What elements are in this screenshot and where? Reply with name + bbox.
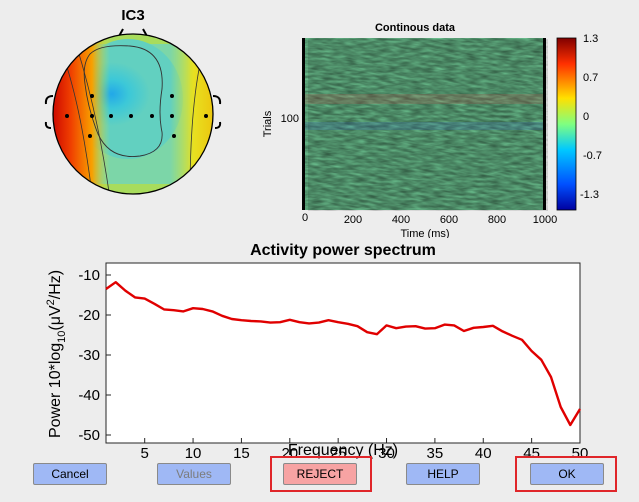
y-tick-label: -40 bbox=[78, 387, 100, 404]
y-axis-label: Power 10*log10(μV2/Hz) bbox=[45, 270, 68, 438]
erp-xtick: 400 bbox=[392, 214, 410, 226]
topo-map: IC3 bbox=[44, 7, 222, 195]
y-tick-label: -50 bbox=[78, 427, 100, 444]
plot-area bbox=[105, 262, 581, 444]
help-button[interactable]: HELP bbox=[406, 463, 480, 485]
left-ear bbox=[44, 95, 54, 129]
ylabel-end: /Hz) bbox=[47, 270, 64, 299]
contour-line bbox=[83, 45, 163, 157]
erp-ylabel: Trials bbox=[262, 110, 274, 137]
values-button: Values bbox=[157, 463, 231, 485]
spectrum-line bbox=[105, 281, 582, 427]
x-tick-label: 10 bbox=[185, 445, 202, 460]
y-tick-label: -10 bbox=[78, 267, 100, 284]
x-tick-label: 40 bbox=[475, 445, 492, 460]
y-tick-label: -20 bbox=[78, 307, 100, 324]
head-outline bbox=[52, 33, 214, 195]
right-ear bbox=[212, 95, 222, 129]
colorbar-tick: 0.7 bbox=[583, 72, 598, 84]
x-axis-label: Frequency (Hz) bbox=[288, 442, 398, 459]
erp-image-area bbox=[302, 38, 548, 211]
ylabel-prefix: Power 10*log bbox=[47, 343, 64, 438]
x-tick-label: 30 bbox=[378, 445, 395, 460]
ok-button[interactable]: OK bbox=[530, 463, 604, 485]
ylabel-sub: 10 bbox=[56, 331, 68, 343]
component-title: IC3 bbox=[121, 7, 144, 24]
y-tick-label: -30 bbox=[78, 347, 100, 364]
erp-xtick: 600 bbox=[440, 214, 458, 226]
erp-xtick: 200 bbox=[344, 214, 362, 226]
ylabel-sup: 2 bbox=[45, 299, 57, 305]
reject-highlight bbox=[270, 456, 372, 492]
erp-xticks: 0 200 400 600 800 1000 bbox=[302, 212, 557, 226]
colorbar-tick: 0 bbox=[583, 111, 589, 123]
erp-xtick: 800 bbox=[488, 214, 506, 226]
x-tick-label: 5 bbox=[141, 445, 149, 460]
topo-plot: IC3 bbox=[40, 4, 230, 204]
spectrum-chart: Activity power spectrum -10 -20 -30 -40 -50 … bbox=[0, 236, 639, 462]
x-tick-label: 35 bbox=[427, 445, 444, 460]
erp-xlabel: Time (ms) bbox=[400, 228, 449, 238]
erp-xtick: 0 bbox=[302, 212, 308, 224]
erp-title: Continous data bbox=[375, 22, 456, 34]
ylabel-mid: (μV bbox=[47, 305, 64, 331]
colorbar-tick: 1.3 bbox=[583, 33, 598, 45]
chart-title: Activity power spectrum bbox=[250, 242, 436, 259]
colorbar-tick: -1.3 bbox=[580, 189, 599, 201]
ok-highlight bbox=[515, 456, 617, 492]
electrodes bbox=[65, 94, 208, 138]
erp-xtick: 1000 bbox=[533, 214, 557, 226]
erp-image: Continous data Trials 100 0 200 400 600 … bbox=[262, 22, 602, 240]
erp-image-panel: Continous data Trials 100 0 200 400 600 … bbox=[255, 18, 625, 240]
cancel-button[interactable]: Cancel bbox=[33, 463, 107, 485]
reject-button[interactable]: REJECT bbox=[283, 463, 357, 485]
x-tick-label: 15 bbox=[233, 445, 250, 460]
colorbar: 1.3 0.7 0 -0.7 -1.3 bbox=[556, 33, 602, 211]
spectrum-svg: Activity power spectrum -10-20-30-40-50 … bbox=[45, 242, 588, 462]
colorbar-tick: -0.7 bbox=[583, 150, 602, 162]
erp-ytick: 100 bbox=[281, 113, 299, 125]
